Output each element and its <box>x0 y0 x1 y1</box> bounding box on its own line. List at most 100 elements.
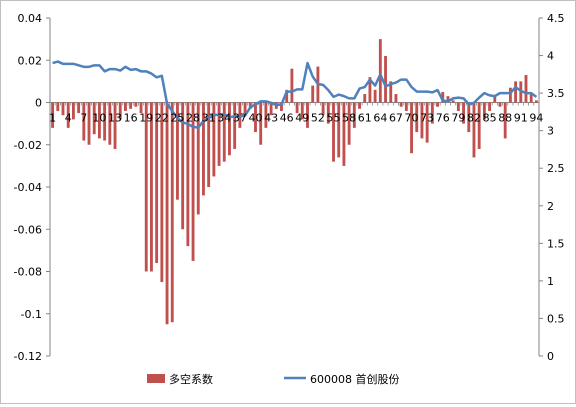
x-tick-label: 79 <box>451 112 465 125</box>
bar <box>108 102 112 145</box>
left-tick-label: -0.02 <box>14 139 42 152</box>
bar <box>144 102 148 272</box>
right-tick-label: 3.5 <box>547 87 565 100</box>
bar <box>384 56 387 103</box>
bar <box>524 75 528 103</box>
x-tick-label: 13 <box>108 112 122 125</box>
bar <box>446 96 450 103</box>
bar <box>181 102 185 230</box>
bar <box>51 102 55 128</box>
legend-line-label: 600008 首创股份 <box>310 372 400 386</box>
bar <box>508 87 512 103</box>
bar <box>394 94 398 103</box>
bar <box>71 102 75 120</box>
bar <box>243 102 247 114</box>
x-tick-label: 49 <box>295 112 309 125</box>
bar <box>176 102 179 200</box>
bar <box>306 102 309 128</box>
bar <box>430 102 434 124</box>
x-tick-label: 73 <box>420 112 434 125</box>
left-tick-label: -0.08 <box>14 266 42 279</box>
right-tick-label: 0 <box>547 350 554 363</box>
x-tick-label: 55 <box>327 112 341 125</box>
x-tick-label: 43 <box>264 112 278 125</box>
bar <box>399 102 403 107</box>
left-tick-label: -0.04 <box>14 181 42 194</box>
right-tick-label: 4 <box>547 50 554 63</box>
x-tick-label: 85 <box>483 112 497 125</box>
x-tick-label: 37 <box>233 112 247 125</box>
right-tick-label: 0.5 <box>547 312 565 325</box>
x-tick-label: 7 <box>80 112 87 125</box>
left-tick-label: -0.1 <box>21 308 42 321</box>
right-tick-label: 3 <box>547 125 554 138</box>
x-tick-label: 25 <box>170 112 184 125</box>
legend: 多空系数 600008 首创股份 <box>147 372 400 386</box>
bar <box>347 102 351 145</box>
bar <box>66 102 70 128</box>
bar <box>222 102 226 162</box>
bar <box>425 102 429 143</box>
bar <box>228 102 231 156</box>
bar <box>332 102 335 162</box>
bar <box>191 102 195 261</box>
bar <box>342 102 346 166</box>
x-tick-label: 91 <box>514 112 528 125</box>
bar <box>259 102 263 145</box>
bar <box>129 102 133 109</box>
right-tick-label: 2 <box>547 200 554 213</box>
bar <box>56 102 60 111</box>
bar <box>373 89 377 103</box>
bar <box>87 102 91 145</box>
bar <box>300 102 304 120</box>
bar <box>150 102 153 272</box>
x-tick-label: 40 <box>248 112 262 125</box>
legend-bar-label: 多空系数 <box>169 372 213 386</box>
x-tick-label: 94 <box>529 112 543 125</box>
bar <box>160 102 164 283</box>
bar <box>472 102 476 158</box>
bar <box>488 102 492 111</box>
x-tick-label: 64 <box>373 112 387 125</box>
x-tick-label: 4 <box>65 112 72 125</box>
right-tick-label: 4.5 <box>547 12 565 25</box>
line-series <box>52 60 538 129</box>
bar <box>285 89 289 103</box>
x-tick-label: 10 <box>92 112 106 125</box>
bar <box>113 102 117 149</box>
left-tick-label: 0.02 <box>18 54 43 67</box>
x-tick-label: 31 <box>202 112 216 125</box>
bar <box>97 102 101 139</box>
bar <box>186 102 190 247</box>
x-tick-label: 82 <box>467 112 481 125</box>
right-tick-label: 1.5 <box>547 237 565 250</box>
bar <box>61 102 65 116</box>
x-tick-label: 61 <box>358 112 372 125</box>
bar <box>456 102 460 111</box>
bar <box>118 102 122 120</box>
x-tick-label: 67 <box>389 112 403 125</box>
x-tick-label: 46 <box>280 112 294 125</box>
bar <box>264 102 268 128</box>
x-tick-label: 1 <box>49 112 56 125</box>
bar <box>529 94 533 103</box>
bar <box>477 102 481 149</box>
x-tick-label: 52 <box>311 112 325 125</box>
right-tick-label: 1 <box>547 275 554 288</box>
bar <box>196 102 200 215</box>
bar <box>124 102 127 111</box>
bar <box>358 102 361 109</box>
bar <box>404 102 408 111</box>
bar <box>415 102 419 133</box>
x-tick-label: 22 <box>155 112 169 125</box>
bar <box>269 102 273 116</box>
bar <box>410 102 413 154</box>
x-tick-label: 58 <box>342 112 356 125</box>
bar <box>77 102 81 114</box>
bar <box>170 102 174 323</box>
bar <box>217 102 221 166</box>
bar <box>534 100 538 103</box>
bar <box>482 102 486 120</box>
